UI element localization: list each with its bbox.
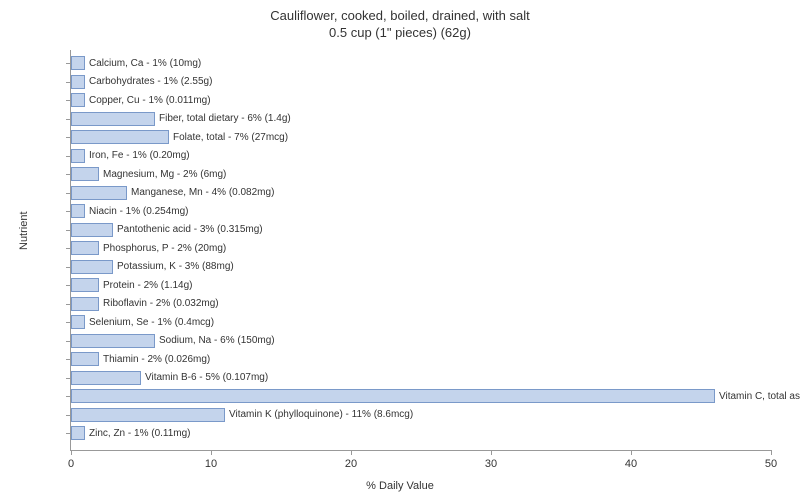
- bar-row: Niacin - 1% (0.254mg): [71, 204, 771, 218]
- bar-row: Fiber, total dietary - 6% (1.4g): [71, 112, 771, 126]
- nutrient-bar-label: Niacin - 1% (0.254mg): [85, 204, 188, 218]
- nutrient-bar: [71, 56, 85, 70]
- nutrient-bar-label: Folate, total - 7% (27mcg): [169, 130, 288, 144]
- x-tick-label: 50: [765, 458, 777, 470]
- bar-row: Riboflavin - 2% (0.032mg): [71, 297, 771, 311]
- x-tick: [771, 450, 772, 455]
- bar-row: Vitamin C, total ascorbic acid - 46% (27…: [71, 389, 771, 403]
- nutrient-bar-label: Magnesium, Mg - 2% (6mg): [99, 167, 226, 181]
- x-tick: [351, 450, 352, 455]
- nutrient-bar-label: Phosphorus, P - 2% (20mg): [99, 241, 226, 255]
- nutrient-bar-label: Pantothenic acid - 3% (0.315mg): [113, 223, 263, 237]
- nutrient-bar-label: Riboflavin - 2% (0.032mg): [99, 297, 219, 311]
- chart-container: Cauliflower, cooked, boiled, drained, wi…: [0, 0, 800, 500]
- chart-plot-area: 01020304050Calcium, Ca - 1% (10mg)Carboh…: [70, 50, 771, 451]
- nutrient-bar: [71, 297, 99, 311]
- bar-row: Selenium, Se - 1% (0.4mcg): [71, 315, 771, 329]
- nutrient-bar-label: Protein - 2% (1.14g): [99, 278, 193, 292]
- nutrient-bar-label: Thiamin - 2% (0.026mg): [99, 352, 210, 366]
- title-line2: 0.5 cup (1" pieces) (62g): [329, 25, 471, 40]
- nutrient-bar: [71, 149, 85, 163]
- nutrient-bar-label: Manganese, Mn - 4% (0.082mg): [127, 186, 274, 200]
- nutrient-bar-label: Carbohydrates - 1% (2.55g): [85, 75, 212, 89]
- x-tick: [631, 450, 632, 455]
- nutrient-bar-label: Sodium, Na - 6% (150mg): [155, 334, 275, 348]
- x-tick-label: 40: [625, 458, 637, 470]
- nutrient-bar: [71, 278, 99, 292]
- nutrient-bar: [71, 371, 141, 385]
- nutrient-bar: [71, 260, 113, 274]
- bar-row: Calcium, Ca - 1% (10mg): [71, 56, 771, 70]
- x-tick-label: 30: [485, 458, 497, 470]
- bar-row: Vitamin K (phylloquinone) - 11% (8.6mcg): [71, 408, 771, 422]
- x-tick-label: 10: [205, 458, 217, 470]
- nutrient-bar: [71, 426, 85, 440]
- nutrient-bar-label: Fiber, total dietary - 6% (1.4g): [155, 112, 291, 126]
- bar-row: Manganese, Mn - 4% (0.082mg): [71, 186, 771, 200]
- nutrient-bar-label: Zinc, Zn - 1% (0.11mg): [85, 426, 191, 440]
- chart-title: Cauliflower, cooked, boiled, drained, wi…: [0, 0, 800, 42]
- bar-row: Folate, total - 7% (27mcg): [71, 130, 771, 144]
- bar-row: Potassium, K - 3% (88mg): [71, 260, 771, 274]
- bar-row: Zinc, Zn - 1% (0.11mg): [71, 426, 771, 440]
- nutrient-bar: [71, 167, 99, 181]
- nutrient-bar-label: Potassium, K - 3% (88mg): [113, 260, 234, 274]
- nutrient-bar-label: Calcium, Ca - 1% (10mg): [85, 56, 201, 70]
- bar-row: Iron, Fe - 1% (0.20mg): [71, 149, 771, 163]
- nutrient-bar-label: Vitamin C, total ascorbic acid - 46% (27…: [715, 389, 800, 403]
- nutrient-bar: [71, 130, 169, 144]
- x-tick: [491, 450, 492, 455]
- bar-row: Vitamin B-6 - 5% (0.107mg): [71, 371, 771, 385]
- x-tick-label: 0: [68, 458, 74, 470]
- nutrient-bar: [71, 223, 113, 237]
- nutrient-bar: [71, 389, 715, 403]
- nutrient-bar-label: Copper, Cu - 1% (0.011mg): [85, 93, 211, 107]
- x-tick: [71, 450, 72, 455]
- nutrient-bar: [71, 112, 155, 126]
- y-axis-label: Nutrient: [18, 211, 30, 250]
- nutrient-bar-label: Iron, Fe - 1% (0.20mg): [85, 149, 190, 163]
- nutrient-bar-label: Selenium, Se - 1% (0.4mcg): [85, 315, 214, 329]
- nutrient-bar: [71, 186, 127, 200]
- nutrient-bar: [71, 408, 225, 422]
- bar-row: Pantothenic acid - 3% (0.315mg): [71, 223, 771, 237]
- nutrient-bar-label: Vitamin B-6 - 5% (0.107mg): [141, 371, 268, 385]
- nutrient-bar: [71, 93, 85, 107]
- nutrient-bar-label: Vitamin K (phylloquinone) - 11% (8.6mcg): [225, 408, 413, 422]
- nutrient-bar: [71, 334, 155, 348]
- bar-row: Carbohydrates - 1% (2.55g): [71, 75, 771, 89]
- bar-row: Copper, Cu - 1% (0.011mg): [71, 93, 771, 107]
- nutrient-bar: [71, 241, 99, 255]
- bar-row: Magnesium, Mg - 2% (6mg): [71, 167, 771, 181]
- bar-row: Sodium, Na - 6% (150mg): [71, 334, 771, 348]
- bar-row: Thiamin - 2% (0.026mg): [71, 352, 771, 366]
- nutrient-bar: [71, 204, 85, 218]
- nutrient-bar: [71, 75, 85, 89]
- x-tick-label: 20: [345, 458, 357, 470]
- nutrient-bar: [71, 352, 99, 366]
- title-line1: Cauliflower, cooked, boiled, drained, wi…: [270, 8, 529, 23]
- x-tick: [211, 450, 212, 455]
- nutrient-bar: [71, 315, 85, 329]
- x-axis-label: % Daily Value: [366, 480, 434, 492]
- bar-row: Protein - 2% (1.14g): [71, 278, 771, 292]
- bar-row: Phosphorus, P - 2% (20mg): [71, 241, 771, 255]
